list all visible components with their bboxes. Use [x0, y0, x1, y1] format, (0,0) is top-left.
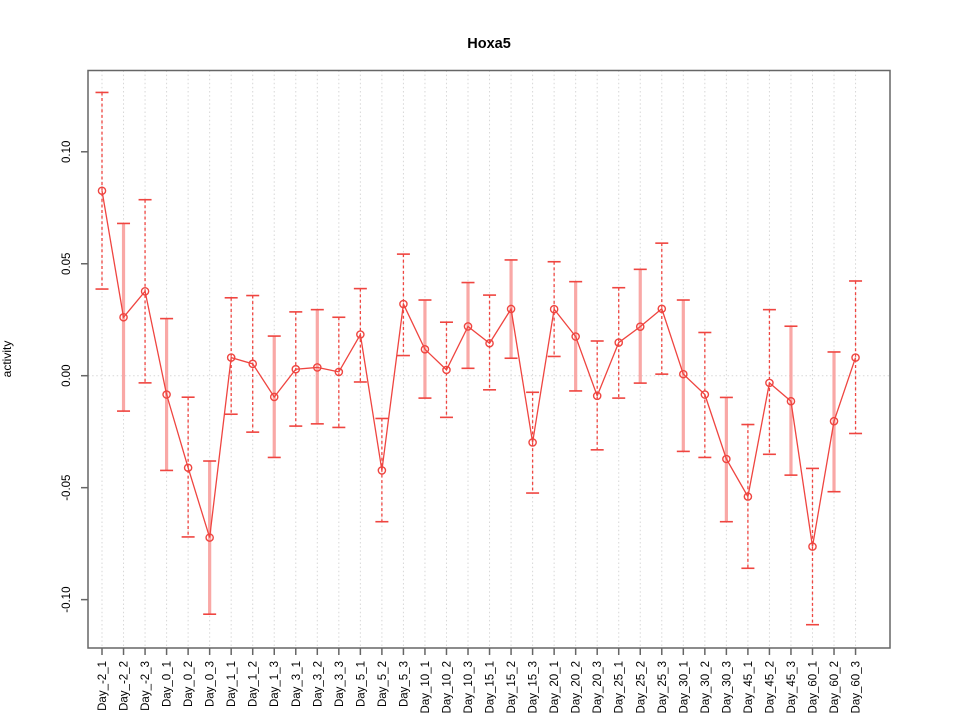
data-point — [162, 390, 171, 399]
data-point — [549, 304, 559, 314]
data-point — [851, 353, 860, 362]
data-point — [248, 359, 258, 369]
data-point — [140, 286, 150, 296]
x-tick-label: Day_15_3 — [528, 661, 540, 713]
data-point — [765, 378, 774, 388]
data-point — [571, 332, 580, 341]
data-point — [808, 542, 817, 551]
series-line — [101, 190, 857, 547]
data-point — [334, 367, 344, 377]
data-point — [743, 492, 753, 501]
data-point — [485, 338, 494, 348]
data-point — [463, 322, 473, 331]
x-tick-label: Day_5_1 — [355, 661, 367, 707]
x-tick-label: Day_20_1 — [549, 661, 561, 713]
data-point — [786, 396, 796, 406]
y-tick-label: 0.10 — [61, 141, 73, 163]
data-point — [722, 454, 731, 464]
x-tick-label: Day_3_3 — [334, 661, 346, 707]
y-tick-label: -0.10 — [61, 587, 73, 613]
x-tick-label: Day_45_1 — [743, 661, 755, 713]
x-tick-label: Day_3_2 — [312, 661, 324, 707]
x-tick-label: Day_10_3 — [463, 661, 475, 713]
data-point — [528, 438, 537, 447]
x-tick-label: Day_10_2 — [441, 661, 453, 713]
x-tick-label: Day_60_2 — [829, 661, 841, 713]
data-point — [635, 322, 645, 331]
x-tick-label: Day_0_1 — [162, 661, 174, 707]
x-tick-label: Day_20_2 — [571, 661, 583, 713]
data-point — [657, 304, 667, 314]
data-point — [700, 390, 710, 399]
x-tick-label: Day_15_1 — [485, 661, 497, 713]
data-point — [119, 312, 128, 322]
data-point — [592, 391, 602, 401]
x-tick-label: Day_0_3 — [205, 661, 217, 707]
x-tick-label: Day_45_2 — [764, 661, 776, 713]
x-tick-label: Day_25_2 — [635, 661, 647, 713]
data-point — [829, 416, 839, 426]
data-point — [226, 353, 236, 362]
x-tick-label: Day_60_3 — [851, 661, 863, 713]
y-tick-label: -0.05 — [61, 475, 73, 501]
x-tick-label: Day_25_1 — [614, 661, 626, 713]
x-tick-label: Day_0_2 — [183, 661, 195, 707]
x-tick-label: Day_30_1 — [678, 661, 690, 713]
x-tick-label: Day_30_3 — [721, 661, 733, 713]
data-point — [291, 364, 301, 374]
data-point — [442, 365, 451, 375]
data-point — [506, 304, 516, 314]
x-tick-label: Day_60_1 — [807, 661, 819, 713]
data-point — [312, 363, 322, 372]
x-tick-label: Day_1_2 — [248, 661, 260, 707]
data-point — [377, 466, 387, 475]
x-tick-label: Day_25_3 — [657, 661, 669, 713]
x-tick-label: Day_-2_2 — [119, 661, 131, 711]
y-tick-label: 0.05 — [61, 253, 73, 275]
data-point — [183, 463, 193, 473]
x-tick-label: Day_-2_1 — [97, 661, 109, 711]
x-tick-label: Day_5_2 — [377, 661, 389, 707]
data-point — [399, 299, 408, 309]
data-point — [356, 330, 365, 339]
data-point — [679, 369, 688, 379]
data-point — [205, 533, 214, 542]
x-tick-label: Day_15_2 — [506, 661, 518, 713]
data-point — [420, 344, 430, 354]
data-point — [269, 392, 279, 402]
x-tick-label: Day_10_1 — [420, 661, 432, 713]
x-tick-label: Day_1_1 — [226, 661, 238, 707]
x-tick-label: Day_5_3 — [398, 661, 410, 707]
x-tick-label: Day_3_1 — [291, 661, 303, 707]
y-tick-label: 0.00 — [61, 365, 73, 387]
x-tick-label: Day_30_2 — [700, 661, 712, 713]
x-tick-label: Day_1_3 — [269, 661, 281, 707]
data-point — [614, 338, 624, 347]
x-tick-label: Day_45_3 — [786, 661, 798, 713]
data-point — [97, 186, 107, 196]
x-tick-label: Day_20_3 — [592, 661, 604, 713]
x-tick-label: Day_-2_3 — [140, 661, 152, 711]
chart-title: Hoxa5 — [467, 36, 511, 52]
